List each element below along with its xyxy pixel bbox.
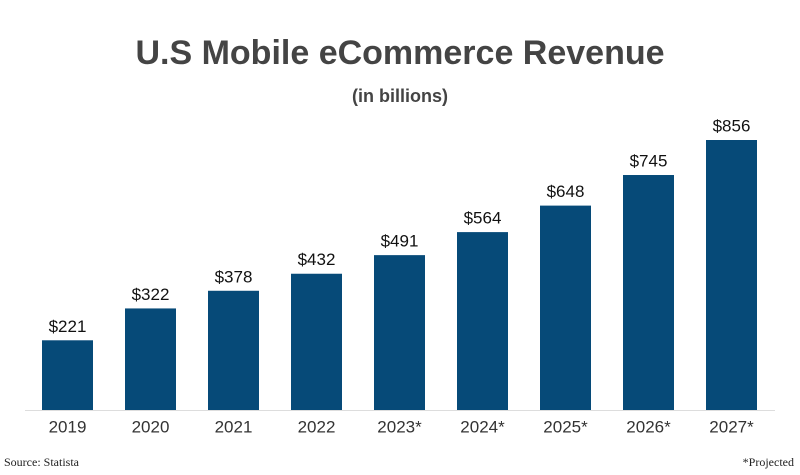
bar: [208, 290, 259, 410]
value-label: $856: [713, 116, 751, 135]
chart-title: U.S Mobile eCommerce Revenue: [135, 34, 664, 72]
x-tick-label: 2027*: [709, 417, 754, 436]
value-label: $648: [547, 182, 585, 201]
x-tick-label: 2020: [132, 417, 170, 436]
bar: [623, 175, 674, 410]
bar: [706, 140, 757, 410]
bar: [457, 232, 508, 410]
x-tick-label: 2024*: [460, 417, 505, 436]
x-tick-label: 2022: [298, 417, 336, 436]
bar: [374, 255, 425, 410]
bar: [291, 273, 342, 410]
footnote: *Projected: [743, 455, 794, 469]
x-tick-label: 2023*: [377, 417, 422, 436]
x-tick-label: 2019: [49, 417, 87, 436]
bar: [42, 340, 93, 410]
x-tick-label: 2026*: [626, 417, 671, 436]
value-label: $221: [49, 317, 87, 336]
value-label: $322: [132, 285, 170, 304]
chart-subtitle: (in billions): [352, 86, 448, 106]
value-label: $491: [381, 232, 419, 251]
source-note: Source: Statista: [4, 455, 80, 469]
x-tick-label: 2021: [215, 417, 253, 436]
value-label: $378: [215, 267, 253, 286]
value-label: $432: [298, 250, 336, 269]
value-label: $564: [464, 209, 502, 228]
x-tick-label: 2025*: [543, 417, 588, 436]
bar: [125, 308, 176, 410]
value-label: $745: [630, 151, 668, 170]
bar: [540, 205, 591, 410]
